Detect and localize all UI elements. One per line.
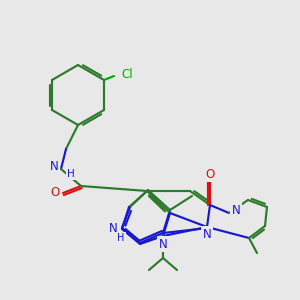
Text: N: N [159, 238, 167, 250]
Text: H: H [117, 233, 125, 243]
Text: N: N [109, 223, 117, 236]
Text: N: N [202, 227, 211, 241]
Text: O: O [50, 187, 60, 200]
Text: Cl: Cl [121, 68, 133, 82]
Text: H: H [67, 169, 75, 179]
Text: N: N [232, 205, 240, 218]
Text: N: N [50, 160, 58, 173]
Text: O: O [206, 167, 214, 181]
